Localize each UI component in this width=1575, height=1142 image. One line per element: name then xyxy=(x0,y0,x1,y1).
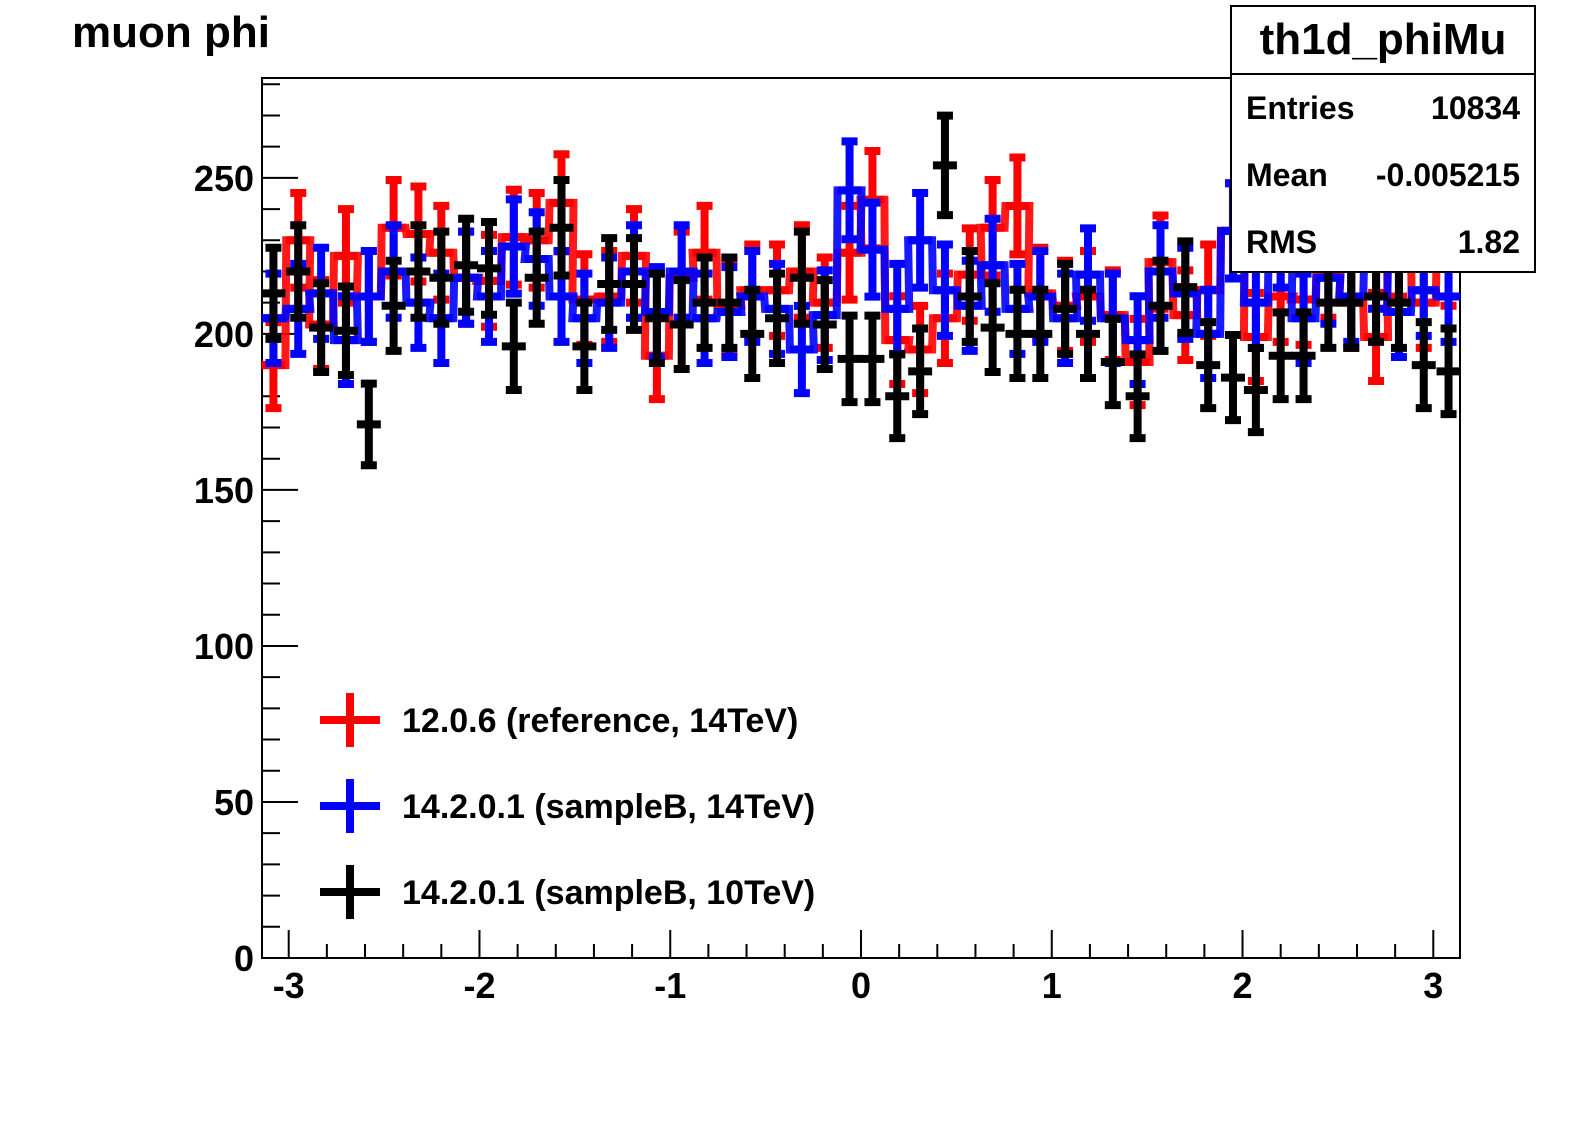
stats-rms-row: RMS 1.82 xyxy=(1232,209,1534,276)
x-tick-label: -2 xyxy=(463,965,495,1006)
x-tick-label: 3 xyxy=(1423,965,1443,1006)
legend-entry-label: 14.2.0.1 (sampleB, 14TeV) xyxy=(402,788,815,826)
y-tick-label: 0 xyxy=(234,938,254,979)
stats-entries-value: 10834 xyxy=(1431,90,1520,126)
legend-entry-label: 12.0.6 (reference, 14TeV) xyxy=(402,702,798,740)
x-tick-label: -1 xyxy=(654,965,686,1006)
x-tick-label: 0 xyxy=(851,965,871,1006)
y-tick-label: 50 xyxy=(214,782,254,823)
y-tick-label: 250 xyxy=(194,158,254,199)
y-tick-label: 200 xyxy=(194,314,254,355)
y-tick-label: 150 xyxy=(194,470,254,511)
stats-box-name: th1d_phiMu xyxy=(1232,7,1534,75)
stats-mean-label: Mean xyxy=(1246,157,1328,193)
y-tick-label: 100 xyxy=(194,626,254,667)
x-tick-label: -3 xyxy=(273,965,305,1006)
stats-rms-label: RMS xyxy=(1246,224,1318,260)
chart-title: muon phi xyxy=(72,8,270,57)
stats-entries-row: Entries 10834 xyxy=(1232,75,1534,142)
stats-entries-label: Entries xyxy=(1246,90,1355,126)
stats-mean-row: Mean -0.005215 xyxy=(1232,142,1534,209)
stats-box: th1d_phiMu Entries 10834 Mean -0.005215 … xyxy=(1230,5,1536,273)
x-tick-label: 1 xyxy=(1042,965,1062,1006)
legend-entry-label: 14.2.0.1 (sampleB, 10TeV) xyxy=(402,874,815,912)
x-tick-label: 2 xyxy=(1233,965,1253,1006)
stats-rms-value: 1.82 xyxy=(1457,224,1520,260)
stats-mean-value: -0.005215 xyxy=(1375,157,1520,193)
